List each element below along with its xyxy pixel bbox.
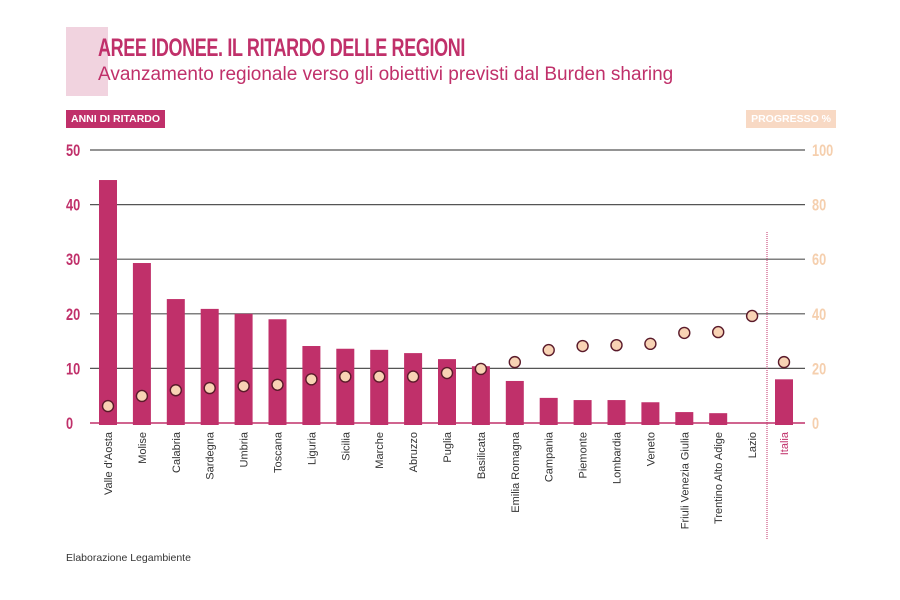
category-label: Italia bbox=[779, 431, 791, 455]
category-label: Veneto bbox=[645, 432, 657, 466]
category-label: Umbria bbox=[239, 431, 251, 467]
progress-dot bbox=[339, 370, 352, 383]
right-tick-label: 20 bbox=[812, 360, 826, 379]
chart-title: AREE IDONEE. IL RITARDO DELLE REGIONI bbox=[98, 34, 466, 62]
bar bbox=[471, 366, 490, 425]
progress-dot bbox=[745, 309, 759, 323]
progress-dot bbox=[508, 355, 521, 369]
right-tick-label: 60 bbox=[812, 250, 826, 269]
bar bbox=[675, 412, 694, 425]
category-label: Sicilia bbox=[340, 431, 352, 461]
bar bbox=[641, 402, 660, 425]
bar bbox=[709, 413, 728, 425]
title-decoration bbox=[66, 27, 108, 96]
progress-dot bbox=[777, 355, 791, 369]
right-tick-label: 80 bbox=[812, 196, 826, 215]
right-axis-label: PROGRESSO % bbox=[746, 110, 836, 128]
bar bbox=[539, 397, 558, 425]
category-label: Molise bbox=[137, 432, 149, 464]
bar bbox=[775, 379, 793, 425]
right-tick-label: 0 bbox=[812, 414, 819, 433]
right-tick-label: 100 bbox=[812, 141, 833, 160]
left-tick-label: 50 bbox=[66, 141, 80, 160]
bar bbox=[370, 349, 389, 425]
progress-dot bbox=[678, 326, 691, 340]
progress-dot bbox=[271, 378, 284, 391]
bar bbox=[505, 380, 524, 425]
left-axis-label: ANNI DI RITARDO bbox=[66, 110, 166, 128]
bar bbox=[200, 308, 219, 425]
bar bbox=[336, 348, 355, 425]
category-label: Sardegna bbox=[205, 431, 217, 480]
progress-dot bbox=[474, 362, 488, 376]
category-label: Abruzzo bbox=[408, 432, 420, 472]
progress-dot bbox=[406, 370, 420, 383]
category-label: Friuli Venezia Giulia bbox=[679, 431, 691, 529]
progress-dot bbox=[610, 338, 623, 352]
progress-dot bbox=[169, 384, 183, 397]
category-label: Marche bbox=[374, 432, 386, 469]
progress-dot bbox=[135, 389, 149, 403]
bar bbox=[607, 400, 626, 425]
progress-dot bbox=[237, 379, 250, 393]
category-label: Emilia Romagna bbox=[510, 431, 522, 513]
bar bbox=[404, 353, 423, 425]
category-label: Toscana bbox=[273, 431, 285, 473]
bar bbox=[573, 400, 592, 425]
bar bbox=[132, 263, 151, 425]
category-label: Calabria bbox=[171, 431, 183, 473]
bar bbox=[268, 319, 287, 425]
category-label: Piemonte bbox=[578, 432, 590, 478]
left-tick-label: 10 bbox=[66, 360, 80, 379]
left-tick-label: 30 bbox=[66, 250, 80, 269]
category-label: Valle d'Aosta bbox=[103, 431, 115, 495]
left-tick-label: 40 bbox=[66, 196, 80, 215]
progress-dot bbox=[542, 343, 555, 357]
progress-dot bbox=[644, 337, 657, 351]
bar bbox=[166, 299, 185, 425]
category-label: Basilicata bbox=[476, 431, 488, 479]
progress-dot bbox=[440, 366, 454, 380]
progress-dot bbox=[305, 373, 318, 386]
category-label: Trentino Alto Adige bbox=[713, 432, 725, 524]
category-label: Campania bbox=[544, 431, 556, 482]
category-label: Puglia bbox=[442, 431, 454, 462]
source-note: Elaborazione Legambiente bbox=[66, 552, 191, 564]
chart-subtitle: Avanzamento regionale verso gli obiettiv… bbox=[98, 64, 674, 85]
category-label: Lazio bbox=[747, 432, 759, 458]
right-tick-label: 40 bbox=[812, 305, 826, 324]
progress-dot bbox=[203, 381, 216, 395]
left-tick-label: 0 bbox=[66, 414, 73, 433]
bar bbox=[234, 313, 253, 425]
bar bbox=[99, 180, 117, 425]
progress-dot bbox=[373, 370, 386, 383]
category-label: Lombardia bbox=[612, 431, 624, 484]
progress-dot bbox=[712, 325, 725, 339]
left-tick-label: 20 bbox=[66, 305, 80, 324]
category-label: Liguria bbox=[306, 431, 318, 465]
progress-dot bbox=[101, 399, 115, 413]
progress-dot bbox=[576, 339, 589, 353]
